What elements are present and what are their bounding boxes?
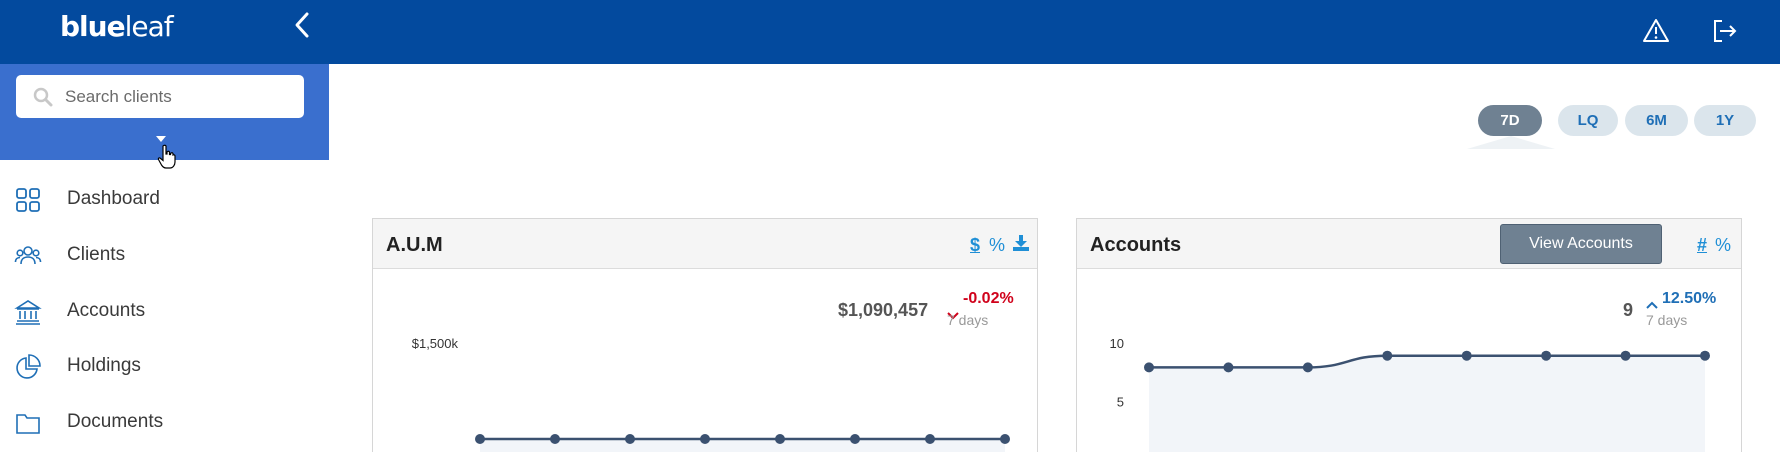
top-bar: blueleaf	[0, 0, 1780, 64]
aum-data-point	[550, 433, 560, 444]
accounts-value: 9	[1623, 300, 1634, 320]
accounts-change: 12.50%	[1662, 290, 1717, 307]
logout-icon[interactable]	[1709, 16, 1739, 46]
accounts-data-point	[1541, 350, 1552, 361]
logo[interactable]: blueleaf	[60, 10, 174, 43]
aum-title: A.U.M	[386, 234, 443, 256]
grid-icon	[14, 186, 42, 214]
search-input[interactable]	[65, 75, 295, 118]
logo-text-bold: blue	[60, 10, 126, 43]
period-lq-button[interactable]: LQ	[1558, 105, 1618, 136]
warning-icon[interactable]	[1641, 16, 1671, 46]
sidebar-item-label: Holdings	[67, 355, 141, 376]
accounts-percent-toggle[interactable]: %	[1715, 235, 1732, 255]
aum-dollar-toggle[interactable]: $	[970, 235, 981, 255]
accounts-data-point	[1700, 350, 1710, 361]
aum-data-point	[775, 433, 785, 444]
aum-period-note: 7 days	[947, 312, 989, 328]
accounts-count-toggle[interactable]: #	[1697, 235, 1708, 255]
accounts-area	[1149, 355, 1705, 452]
accounts-panel-header: Accounts View Accounts # %	[1077, 219, 1741, 269]
sidebar-item-label: Clients	[67, 244, 126, 265]
accounts-series-line	[1149, 354, 1705, 369]
chevron-down-icon	[947, 307, 959, 320]
sidebar-item-label: Documents	[67, 411, 164, 432]
accounts-title: Accounts	[1090, 234, 1182, 256]
aum-data-point	[475, 433, 485, 444]
accounts-data-point	[1382, 350, 1393, 361]
download-icon[interactable]	[1012, 234, 1030, 252]
aum-data-point	[625, 433, 635, 444]
accounts-chart: 10 5	[1110, 336, 1710, 452]
caret-down-icon[interactable]	[156, 136, 166, 142]
period-7d-button[interactable]: 7D	[1478, 105, 1542, 136]
bank-icon	[14, 298, 42, 326]
aum-data-point	[700, 433, 710, 444]
accounts-data-point	[1223, 362, 1234, 373]
accounts-data-point	[1144, 362, 1154, 373]
aum-percent-toggle[interactable]: %	[989, 235, 1006, 255]
people-icon	[14, 242, 42, 270]
aum-value: $1,090,457	[838, 300, 929, 320]
aum-change: -0.02%	[963, 290, 1014, 307]
search-panel	[0, 64, 329, 160]
accounts-y-tick-label: 10	[1110, 336, 1124, 351]
aum-data-point	[925, 433, 935, 444]
accounts-period-note: 7 days	[1646, 312, 1688, 328]
aum-y-tick-label: $1,500k	[412, 336, 459, 351]
aum-data-point	[1000, 433, 1010, 444]
sidebar-item-holdings[interactable]: Holdings	[0, 345, 329, 389]
accounts-data-point	[1620, 350, 1631, 361]
sidebar-item-dashboard[interactable]: Dashboard	[0, 178, 329, 222]
accounts-data-point	[1302, 362, 1313, 373]
sidebar-item-label: Accounts	[67, 300, 146, 321]
aum-panel: A.U.M $ % $1,090,457 -0.02% 7 days $1,50…	[372, 218, 1038, 452]
aum-area	[480, 438, 1005, 452]
sidebar-item-clients[interactable]: Clients	[0, 234, 329, 278]
period-1y-button[interactable]: 1Y	[1694, 105, 1756, 136]
chevron-up-icon	[1646, 296, 1658, 309]
aum-data-point	[850, 433, 860, 444]
hand-cursor-icon	[157, 144, 177, 170]
search-icon	[33, 87, 53, 107]
sidebar-item-accounts[interactable]: Accounts	[0, 290, 329, 334]
aum-chart: $1,500k$1,000k	[412, 336, 1010, 452]
period-selected-pointer	[1467, 136, 1555, 149]
sidebar-item-label: Dashboard	[67, 188, 160, 209]
accounts-data-point	[1461, 350, 1472, 361]
aum-panel-header: A.U.M $ %	[373, 219, 1037, 269]
logo-text-light: leaf	[124, 10, 174, 43]
accounts-y-tick-label: 5	[1117, 395, 1124, 410]
view-accounts-button[interactable]: View Accounts	[1500, 224, 1662, 264]
chevron-left-icon[interactable]	[290, 10, 316, 40]
sidebar-item-documents[interactable]: Documents	[0, 401, 329, 445]
search-box[interactable]	[16, 75, 304, 118]
pie-chart-icon	[14, 353, 42, 381]
period-6m-button[interactable]: 6M	[1625, 105, 1688, 136]
accounts-panel: Accounts View Accounts # % 9 12.50% 7 da…	[1076, 218, 1742, 452]
folder-icon	[14, 409, 42, 437]
